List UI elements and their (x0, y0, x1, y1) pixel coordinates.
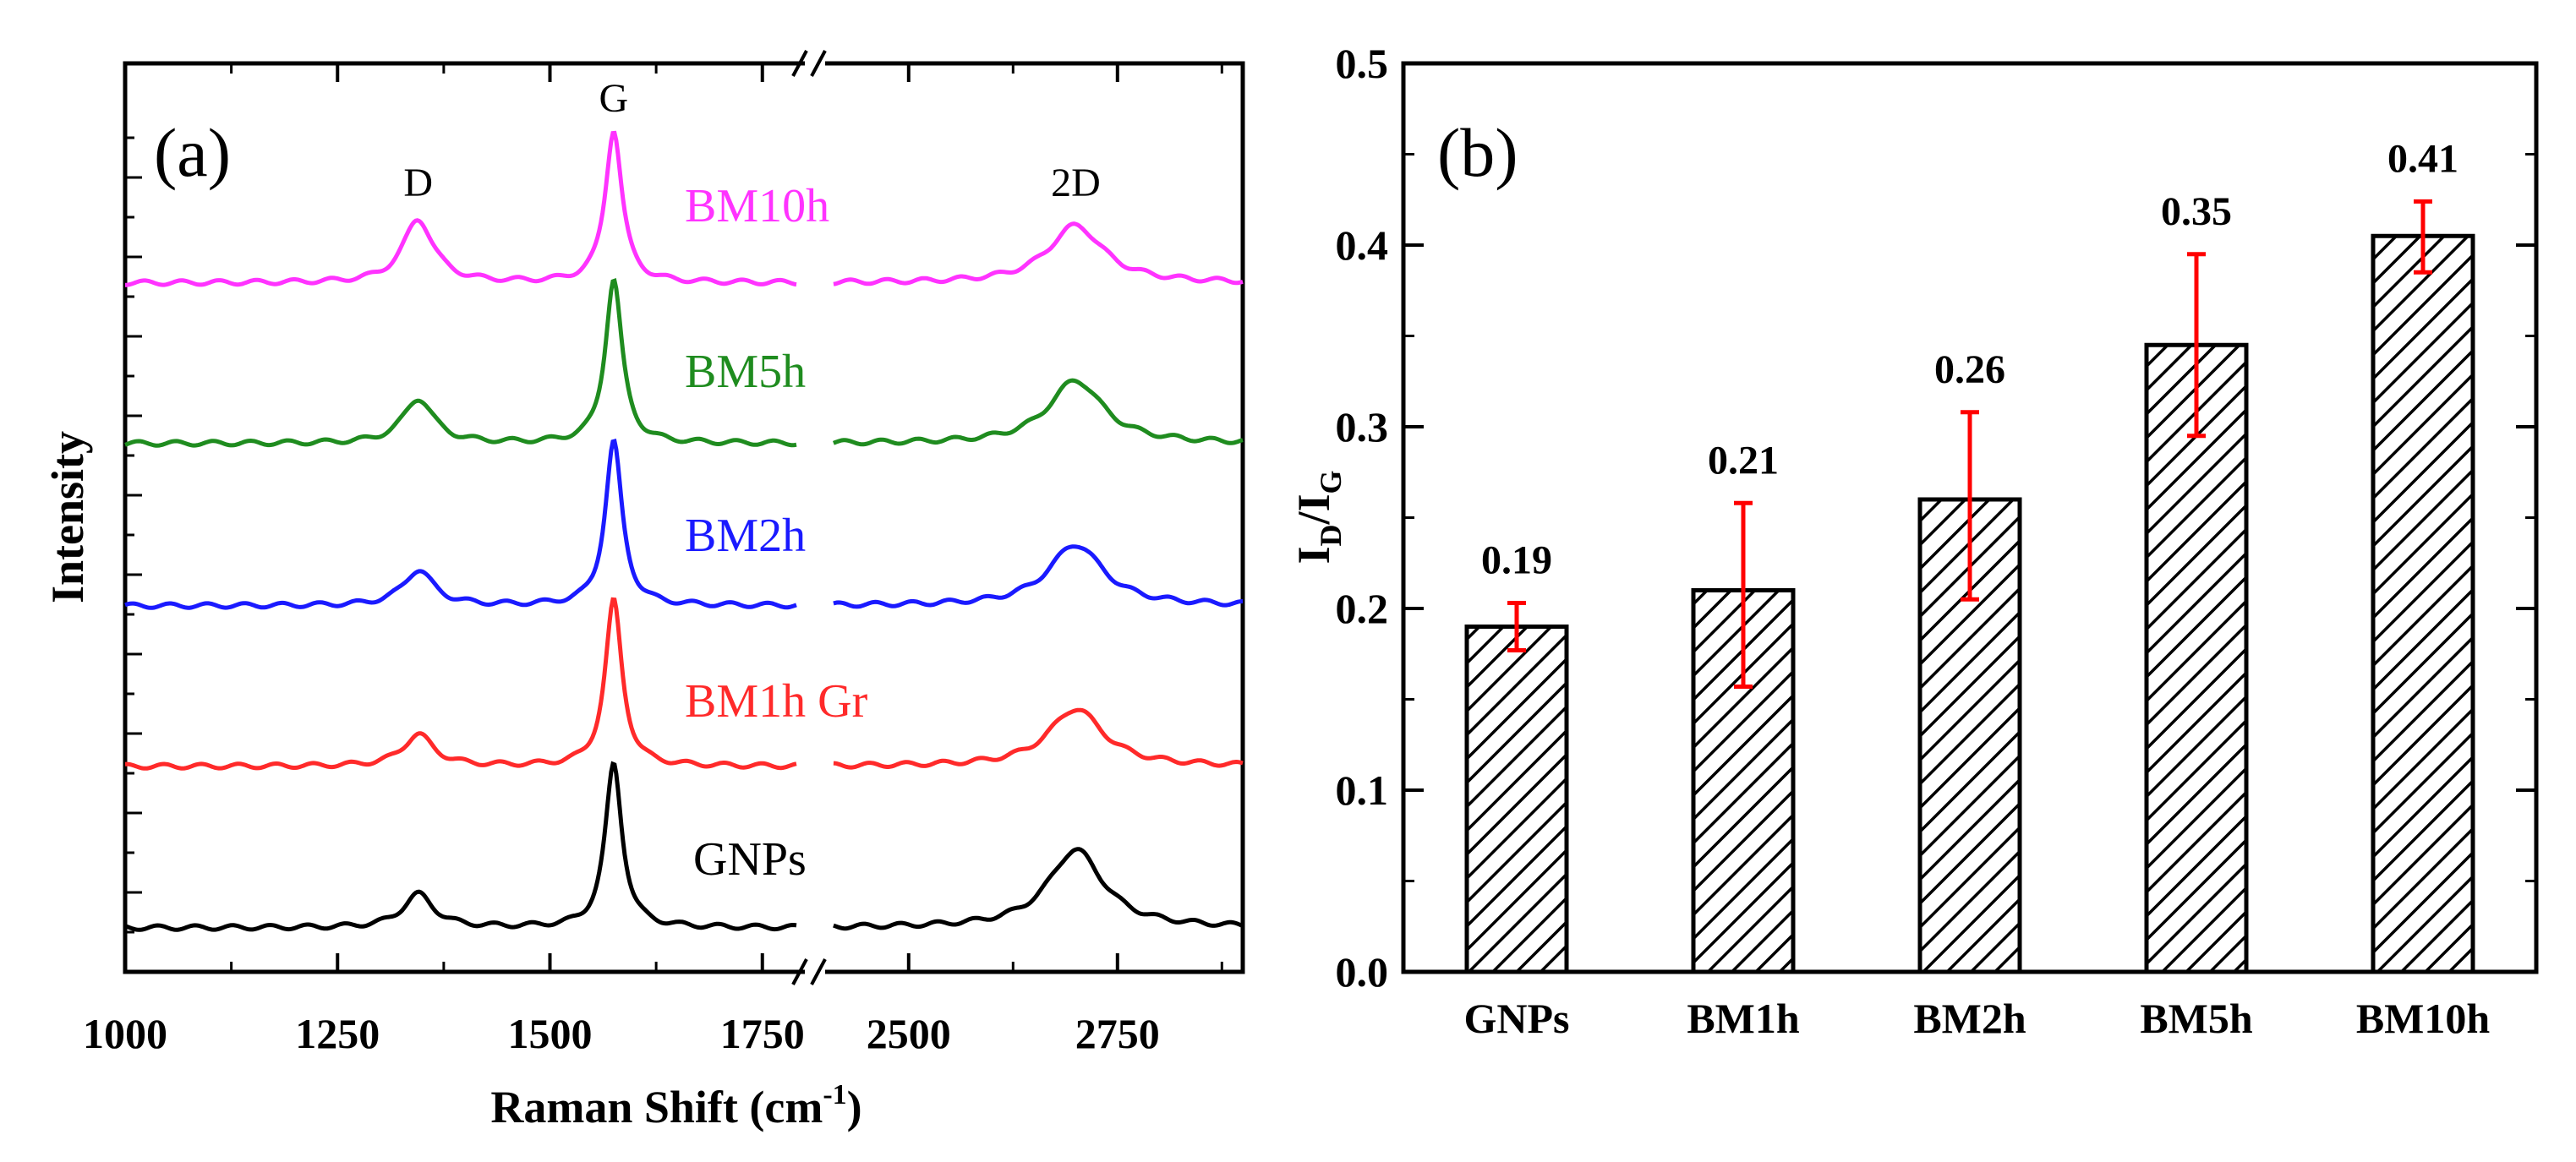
x-axis-title-a: Raman Shift (cm-1) (490, 1079, 861, 1132)
spectrum-line (124, 278, 797, 448)
spectrum-line (124, 761, 797, 932)
value-label: 0.21 (1708, 438, 1779, 483)
peak-labels: D G 2D (403, 76, 1100, 205)
spectrum-line (125, 130, 797, 287)
spectrum-line (124, 597, 797, 771)
y-axis-ticks-b: 0.0 0.1 0.2 0.3 0.4 0.5 (1336, 40, 2536, 996)
x-tick-label-a: 1000 (83, 1010, 167, 1057)
series-label: BM10h (685, 180, 829, 232)
x-tick-label-a: 1500 (508, 1010, 593, 1057)
category-label: GNPs (1464, 995, 1570, 1042)
spectrum-line (833, 544, 1244, 609)
y-tick-label-b: 0.0 (1336, 948, 1389, 996)
y-axis-title-a: Intensity (42, 431, 93, 603)
category-label: BM1h (1687, 995, 1800, 1042)
value-label: 0.41 (2387, 136, 2458, 181)
value-label: 0.26 (1934, 347, 2005, 392)
spectrum-line (832, 378, 1244, 447)
x-tick-label-a: 2500 (867, 1010, 951, 1057)
series-label: GNPs (693, 833, 807, 886)
spectrum-line (124, 439, 797, 610)
series-label: BM1h Gr (685, 675, 868, 728)
category-label: BM5h (2140, 995, 2253, 1042)
plot-frame-a (123, 61, 1245, 974)
y-tick-label-b: 0.1 (1336, 766, 1389, 814)
ratio-bars (1464, 233, 2475, 974)
x-axis-ticks-a: 1000 1250 1500 1750 2500 2750 (83, 63, 1223, 1057)
spectrum-line (833, 221, 1244, 286)
value-label: 0.19 (1481, 538, 1552, 583)
series-label: BM2h (685, 510, 806, 562)
id-ig-ratio-panel: 0.190.210.260.350.41 0.00.10.20.30.40.5 … (1288, 40, 2539, 1042)
y-axis-title-b: ID/IG (1288, 470, 1348, 564)
axis-break-marks (791, 50, 827, 985)
raman-spectra-panel: 1000 1250 1500 1750 2500 2750 BM10hBM5hBM2hBM… (42, 50, 1245, 1132)
ratio-bar (2144, 342, 2249, 974)
y-tick-label-b: 0.5 (1336, 40, 1389, 87)
x-tick-label-a: 1750 (720, 1010, 805, 1057)
ratio-bar (1464, 625, 1569, 974)
series-labels: BM10h BM5h BM2h BM1h Gr GNPs (685, 180, 868, 886)
category-label: BM2h (1913, 995, 2026, 1042)
ratio-bar (2371, 233, 2475, 974)
peak-label: 2D (1051, 161, 1101, 205)
panel-label-b: (b) (1437, 114, 1518, 191)
value-label: 0.35 (2161, 189, 2232, 234)
value-labels: 0.19 0.21 0.26 0.35 0.41 (1481, 136, 2458, 582)
spectra-series (124, 130, 1244, 932)
x-axis-category-labels: GNPs BM1h BM2h BM5h BM10h (1464, 995, 2491, 1042)
panel-label-a: (a) (154, 114, 231, 191)
axis-break-gap (805, 51, 825, 989)
y-tick-label-b: 0.2 (1336, 585, 1389, 632)
peak-label: G (599, 76, 629, 121)
x-tick-label-a: 1250 (295, 1010, 380, 1057)
spectrum-line (833, 707, 1244, 770)
x-tick-label-a: 2750 (1075, 1010, 1160, 1057)
y-tick-label-b: 0.3 (1336, 403, 1389, 450)
y-axis-ticks-a (125, 136, 142, 934)
category-label: BM10h (2356, 995, 2491, 1042)
series-label: BM5h (685, 346, 806, 398)
error-bars (1507, 199, 2432, 689)
spectrum-line (833, 847, 1244, 931)
peak-label: D (403, 161, 433, 205)
y-tick-label-b: 0.4 (1336, 221, 1389, 269)
